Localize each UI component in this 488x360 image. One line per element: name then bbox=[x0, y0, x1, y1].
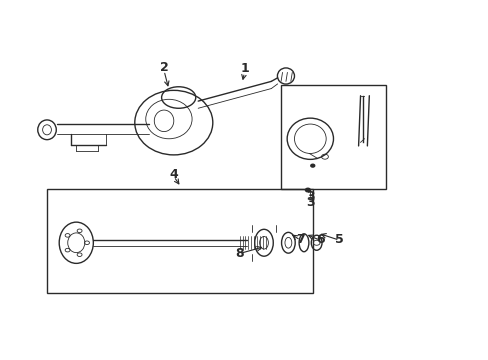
Text: 7: 7 bbox=[296, 233, 305, 246]
Circle shape bbox=[310, 164, 314, 167]
Text: 3: 3 bbox=[305, 190, 314, 203]
Text: 4: 4 bbox=[169, 168, 178, 181]
Text: 2: 2 bbox=[160, 60, 168, 73]
Text: 6: 6 bbox=[315, 233, 324, 246]
Text: 3: 3 bbox=[305, 196, 314, 209]
Text: 8: 8 bbox=[235, 247, 244, 260]
Bar bbox=[47, 189, 312, 293]
Text: 1: 1 bbox=[240, 62, 248, 75]
Circle shape bbox=[305, 188, 310, 192]
Text: 5: 5 bbox=[334, 233, 343, 246]
Bar bbox=[281, 85, 385, 189]
